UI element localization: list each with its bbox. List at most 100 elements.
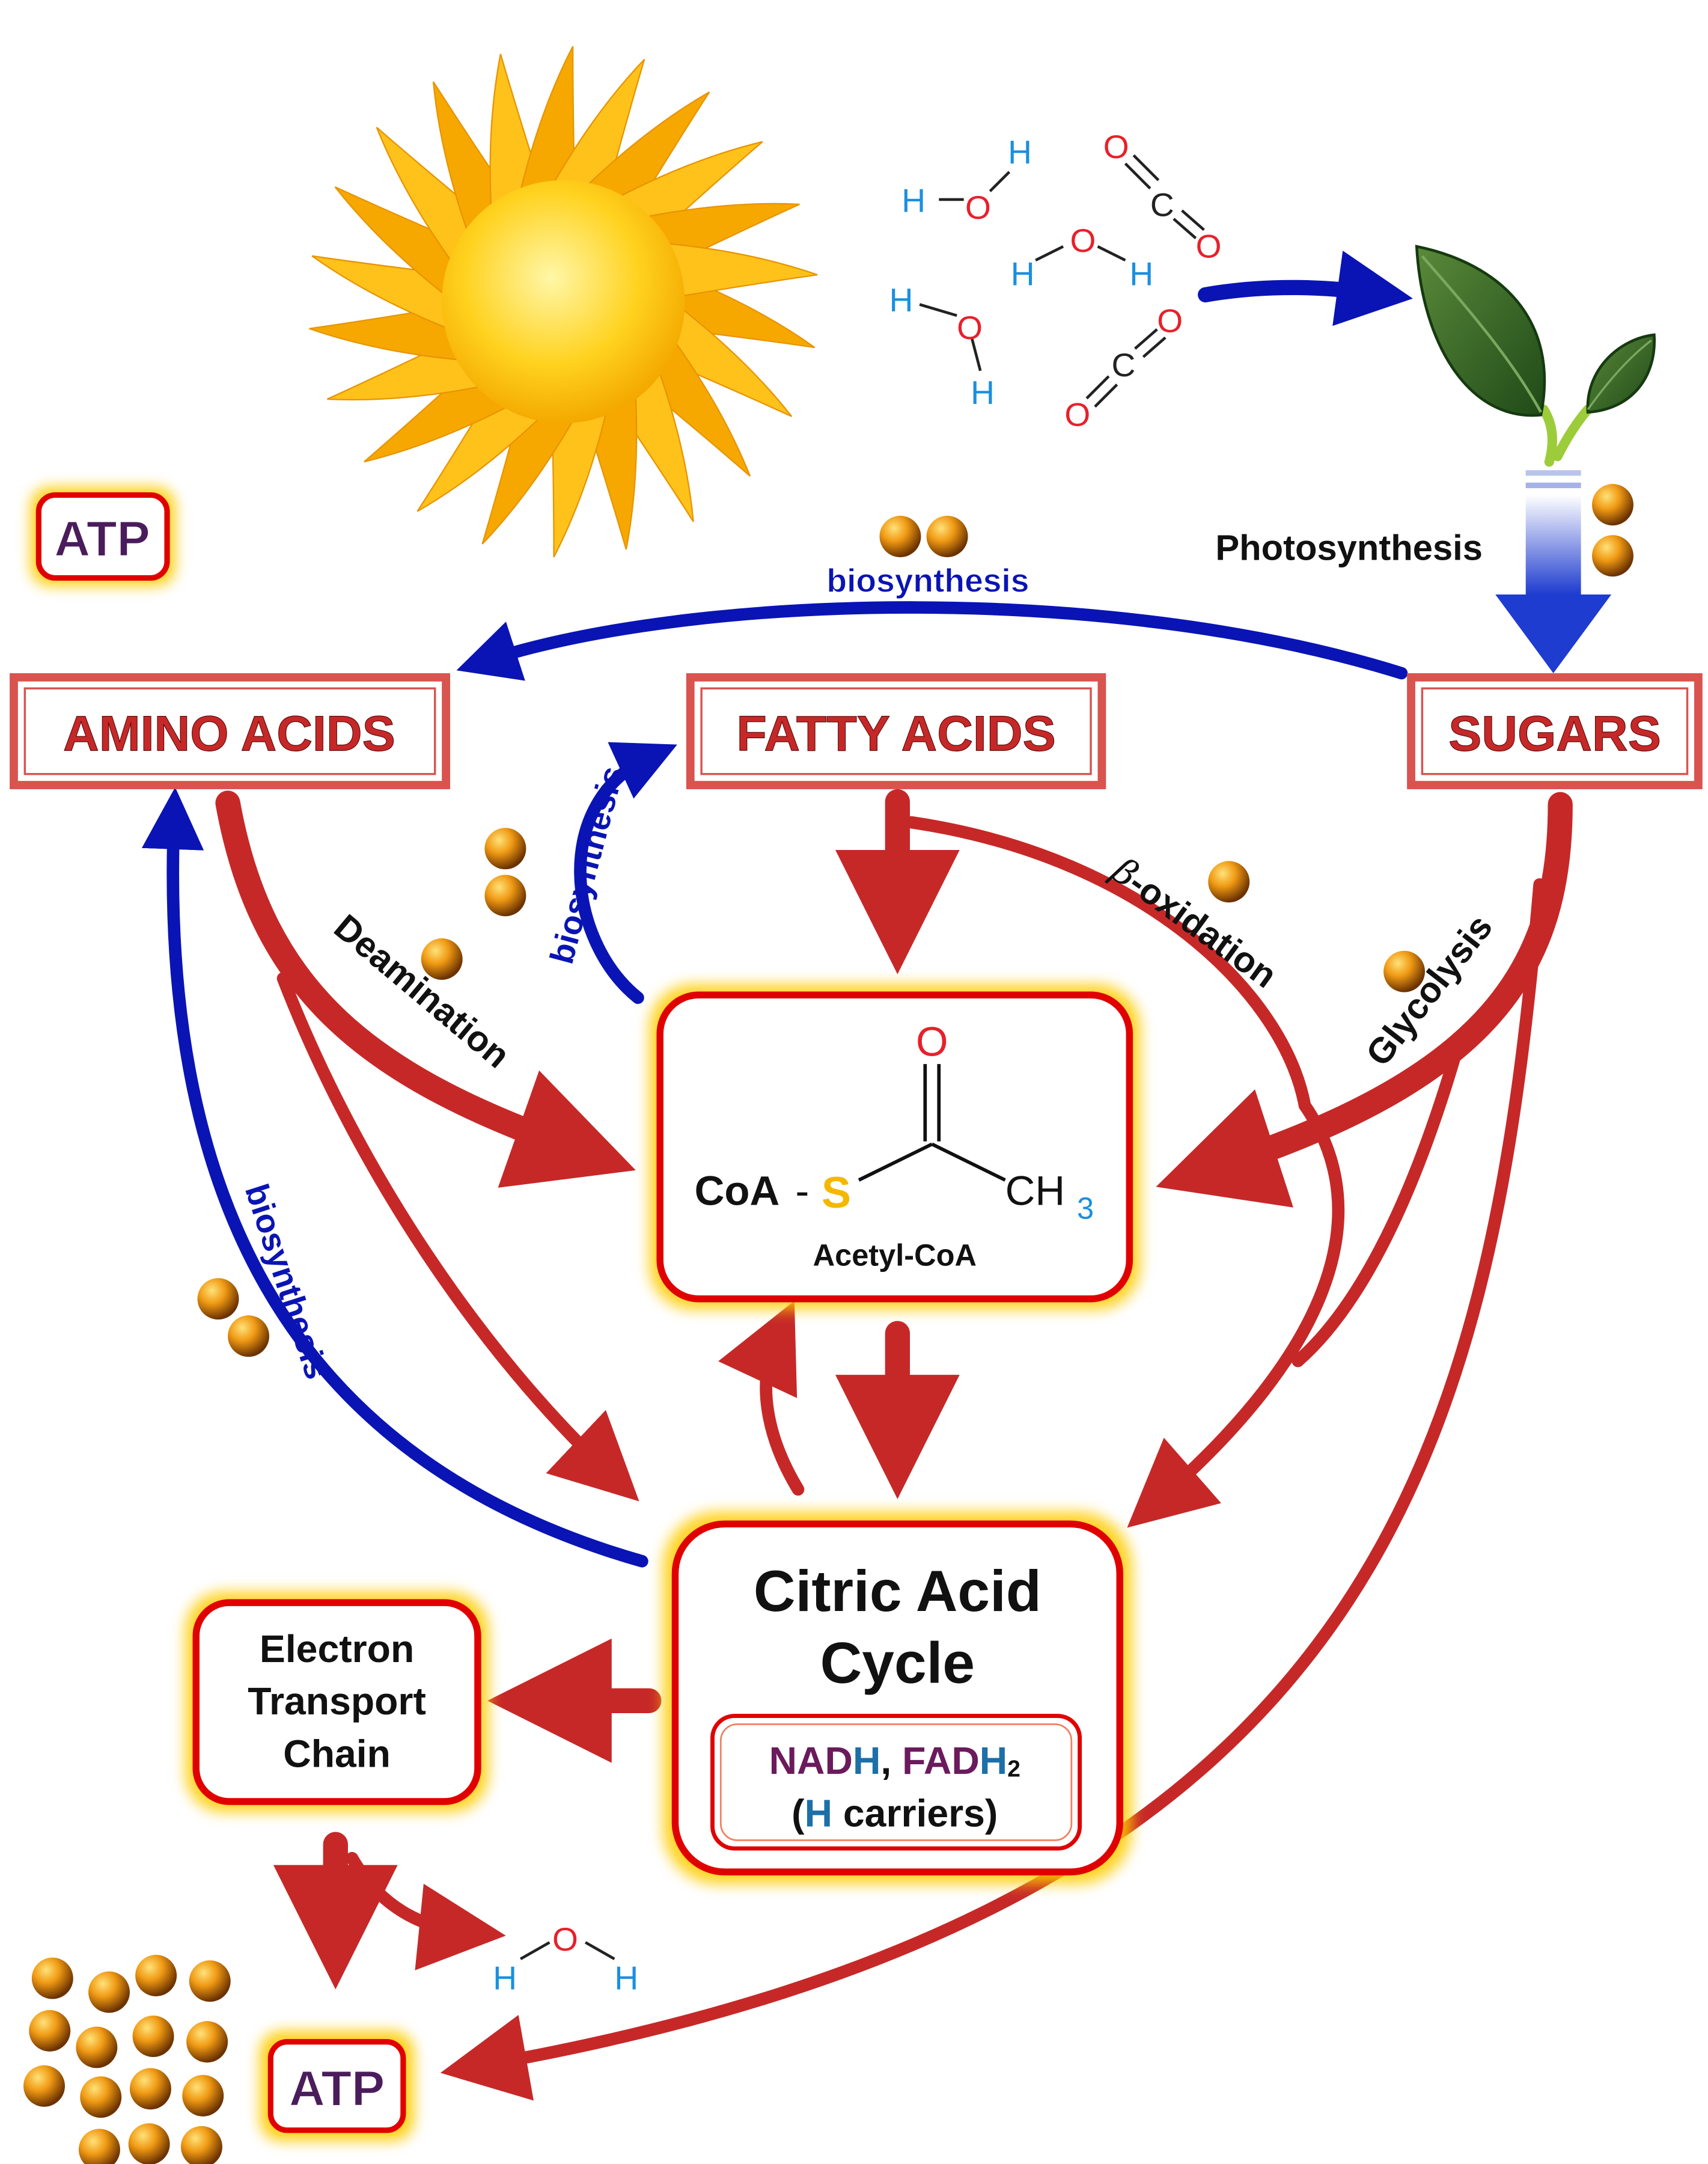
water-molecule-2: H O H — [1011, 222, 1153, 292]
co2-o-atom: O — [1064, 396, 1090, 433]
water-product-molecule: H O H — [493, 1921, 638, 1996]
acetyl-coa-box: O CoA - S CH 3 Acetyl-CoA — [648, 983, 1141, 1310]
sun-ray — [615, 141, 763, 236]
energy-balls — [23, 484, 1633, 2164]
energy-ball-icon — [129, 2068, 171, 2110]
energy-ball-icon — [180, 2126, 222, 2164]
plant-leaf-icon — [1415, 245, 1656, 467]
water-o-atom: O — [1070, 222, 1096, 259]
etc-line2: Transport — [248, 1680, 426, 1723]
carriers-line1: NADH, FADH2 — [769, 1739, 1020, 1782]
energy-ball-icon — [1592, 484, 1633, 526]
water-o-atom: O — [957, 309, 983, 346]
biosynthesis-arrows — [141, 601, 1408, 1568]
atp-legend-label: ATP — [54, 511, 150, 567]
co2-o-atom: O — [1157, 302, 1183, 339]
sun-ray — [416, 392, 543, 512]
water-molecule-3: H O H — [889, 281, 995, 411]
water-h-atom: H — [1129, 255, 1153, 292]
sun-ray — [551, 409, 608, 558]
co2-molecule-1: O C O — [1103, 128, 1222, 264]
glycolysis-arrow — [1156, 792, 1573, 1208]
sun-ray — [584, 91, 710, 212]
acetyl-coa-name: Acetyl-CoA — [813, 1238, 977, 1273]
energy-ball-icon — [1208, 861, 1250, 903]
carriers-line2: (H carriers) — [791, 1791, 998, 1835]
energy-ball-icon — [132, 2016, 174, 2058]
sun-ray — [642, 338, 751, 477]
methyl-ch-label: CH — [1005, 1167, 1066, 1214]
energy-ball-icon — [879, 516, 921, 557]
sun-ray — [311, 255, 451, 331]
etc-to-water-arrow — [346, 1851, 506, 1970]
sugars-to-atp-arrow — [440, 878, 1546, 2101]
citric-acid-cycle-box: Citric Acid Cycle NADH, FADH2 (H carrier… — [662, 1511, 1132, 1884]
energy-ball-icon — [484, 828, 526, 870]
water-o-atom: O — [965, 189, 991, 226]
energy-ball-icon — [1383, 950, 1426, 992]
co2-o-atom: O — [1196, 227, 1222, 264]
co2-c-atom: C — [1111, 346, 1135, 384]
citric-acid-line1: Citric Acid — [754, 1559, 1042, 1624]
co2-o-atom: O — [1103, 128, 1129, 165]
water-h-atom: H — [1008, 133, 1032, 171]
biosynthesis-top-label: biosynthesis — [826, 561, 1029, 599]
citric-acid-line2: Cycle — [820, 1631, 975, 1695]
energy-ball-icon — [421, 938, 463, 980]
beta-oxidation-label: β-oxidation — [1103, 849, 1284, 997]
water-h-atom: H — [1011, 255, 1035, 292]
electron-transport-chain-box: Electron Transport Chain — [185, 1591, 489, 1813]
nadh-h: H — [853, 1739, 880, 1782]
water-h-atom: H — [901, 182, 926, 219]
deamination-arrow — [215, 790, 636, 1188]
etc-line1: Electron — [260, 1627, 414, 1670]
energy-ball-icon — [88, 1971, 130, 2013]
citric-to-amino-arrow — [141, 787, 648, 1568]
coa-label: CoA — [695, 1167, 780, 1214]
sun-ray — [376, 126, 484, 265]
water-h-atom: H — [889, 281, 913, 319]
energy-ball-icon — [197, 1278, 239, 1320]
sun-ray — [481, 409, 576, 545]
photosynthesis-label: Photosynthesis — [1215, 528, 1483, 568]
sun-ray — [309, 306, 464, 361]
sulfur-atom: S — [822, 1167, 851, 1217]
carriers-h: H — [805, 1791, 832, 1835]
atp-output-label: ATP — [289, 2060, 385, 2116]
biosynthesis-fatty-label: biosynthesis — [543, 762, 631, 968]
amino-acids-label: AMINO ACIDS — [63, 706, 395, 762]
energy-ball-icon — [23, 2065, 65, 2107]
beta-oxidation-to-citric-arrow — [1127, 1099, 1345, 1528]
fatty-acids-box: FATTY ACIDS — [686, 673, 1106, 789]
fadh-subscript: 2 — [1007, 1756, 1020, 1782]
photosynthesis-arrow — [1495, 470, 1612, 673]
sun-ray — [364, 368, 511, 463]
carriers-open: ( — [791, 1791, 805, 1835]
energy-ball-icon — [186, 2021, 228, 2063]
sun-ray — [551, 59, 645, 195]
energy-ball-icon — [926, 516, 968, 557]
co2-c-atom: C — [1150, 186, 1174, 223]
energy-ball-icon — [80, 2076, 122, 2118]
sun-core — [442, 180, 685, 424]
energy-ball-icon — [29, 2010, 71, 2052]
fadh-label: FAD — [902, 1739, 980, 1782]
sun-ray — [334, 186, 463, 298]
methyl-subscript: 3 — [1077, 1191, 1094, 1225]
beta-oxidation-arrow — [905, 816, 1311, 1112]
energy-ball-icon — [78, 2129, 120, 2164]
metabolic-arrows — [215, 789, 1573, 2101]
energy-ball-icon — [1592, 535, 1633, 577]
acetyl-to-fatty-arrow — [574, 742, 677, 1004]
sugars-box: SUGARS — [1407, 673, 1703, 789]
energy-ball-icon — [135, 1955, 177, 1996]
energy-ball-icon — [31, 1957, 73, 1999]
sun-ray — [519, 46, 576, 195]
etc-line3: Chain — [283, 1732, 391, 1776]
fadh-h: H — [980, 1739, 1007, 1782]
citric-to-acetyl-arrow — [718, 1301, 805, 1496]
atp-legend-badge: ATP — [30, 486, 175, 587]
bond-dash: - — [795, 1167, 809, 1214]
energy-ball-icon — [182, 2074, 224, 2117]
